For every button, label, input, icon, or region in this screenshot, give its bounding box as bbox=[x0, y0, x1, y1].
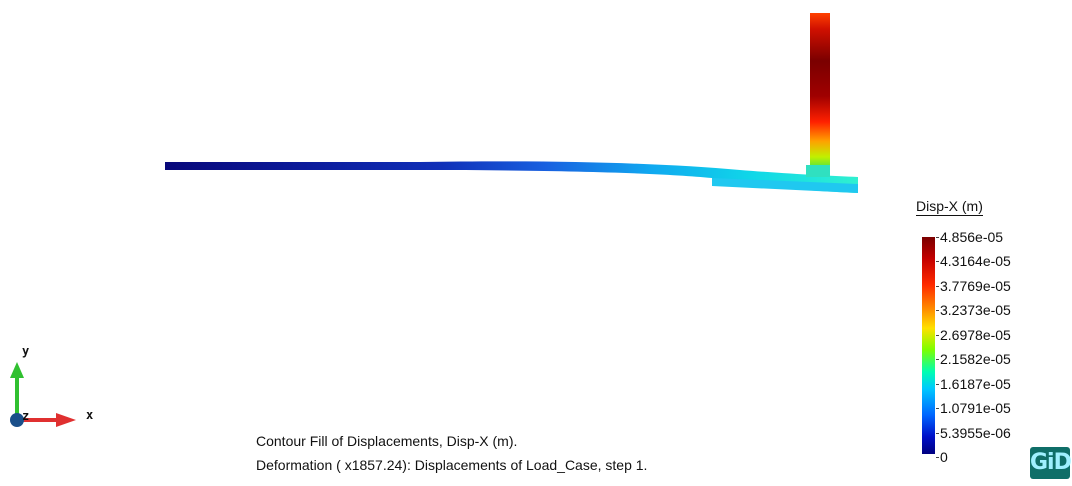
legend-tick-label: 5.3955e-06 bbox=[936, 424, 1011, 441]
caption-line-2: Deformation ( x1857.24): Displacements o… bbox=[256, 457, 648, 473]
legend-tick-label: 0 bbox=[936, 449, 948, 465]
legend-tick-label: 2.1582e-05 bbox=[936, 351, 1011, 368]
legend-colorbar bbox=[922, 237, 935, 454]
deformed-column bbox=[810, 13, 830, 173]
beam-lower-segment bbox=[712, 178, 858, 193]
axis-y-label: y bbox=[22, 344, 30, 358]
caption-line-1: Contour Fill of Displacements, Disp-X (m… bbox=[256, 433, 518, 449]
gid-logo: GiD bbox=[1030, 447, 1072, 479]
axis-z-label: z bbox=[22, 409, 30, 423]
legend-title: Disp-X (m) bbox=[916, 198, 983, 216]
legend-tick-label: 4.856e-05 bbox=[935, 229, 1004, 245]
legend-tick-label: 3.2373e-05 bbox=[936, 302, 1011, 319]
axis-x-label: x bbox=[86, 408, 94, 422]
legend-tick-label: 4.3164e-05 bbox=[936, 253, 1011, 270]
column-joint bbox=[806, 165, 830, 177]
legend-tick-label: 1.6187e-05 bbox=[936, 375, 1011, 392]
deformed-beam bbox=[165, 161, 858, 193]
axis-triad bbox=[10, 362, 76, 427]
legend-ticks: 4.856e-05 4.3164e-05 3.7769e-05 3.2373e-05 2… bbox=[935, 229, 1070, 469]
legend-tick-label: 1.0791e-05 bbox=[936, 400, 1011, 417]
legend-tick-label: 2.6978e-05 bbox=[936, 326, 1011, 343]
legend-tick-label: 3.7769e-05 bbox=[936, 277, 1011, 294]
